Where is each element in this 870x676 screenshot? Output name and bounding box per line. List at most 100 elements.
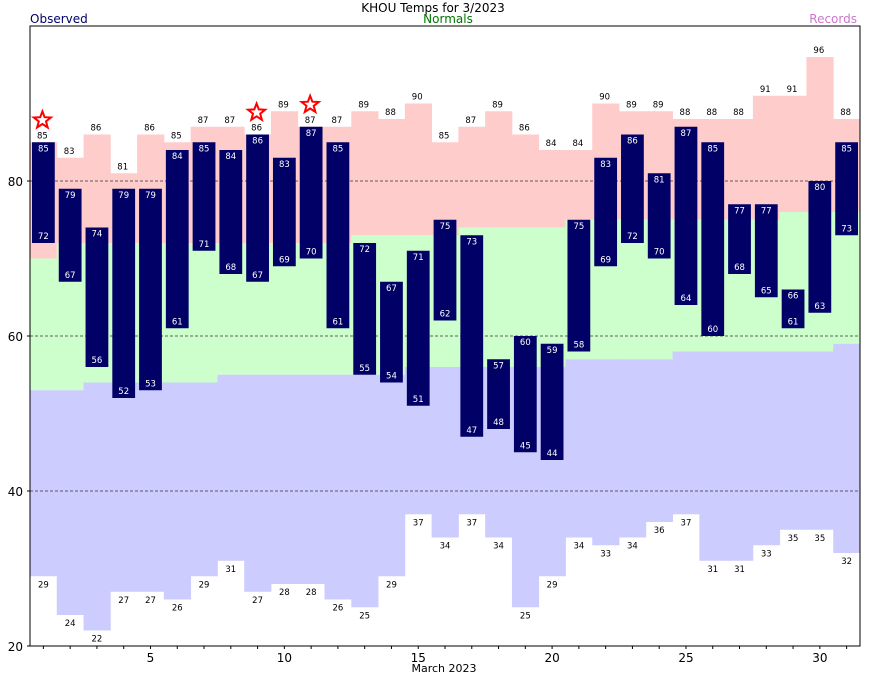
observed-low-label-day-28: 65 [761, 286, 772, 296]
record-high-label-day-4: 81 [117, 162, 128, 172]
observed-bar-day-10 [272, 157, 296, 267]
observed-low-label-day-29: 61 [788, 317, 799, 327]
record-high-band-day-27 [726, 119, 754, 220]
y-tick-label-40: 40 [8, 485, 23, 499]
record-low-label-day-21: 34 [573, 542, 584, 552]
x-tick-label-20: 20 [544, 651, 559, 665]
observed-bar-day-12 [326, 142, 350, 329]
observed-low-label-day-20: 44 [547, 449, 558, 459]
record-low-band-day-24 [645, 359, 673, 522]
record-high-label-day-15: 90 [412, 93, 423, 103]
record-high-label-day-11: 87 [305, 116, 316, 126]
y-tick-label-80: 80 [8, 175, 23, 189]
record-high-label-day-19: 86 [519, 124, 530, 134]
observed-high-label-day-10: 83 [279, 160, 290, 170]
record-high-label-day-31: 88 [840, 108, 851, 118]
observed-high-label-day-29: 66 [788, 292, 799, 302]
observed-low-label-day-8: 68 [225, 263, 236, 273]
x-tick-label-10: 10 [277, 651, 292, 665]
record-high-label-day-28: 91 [760, 85, 771, 95]
observed-high-label-day-16: 75 [440, 222, 451, 232]
record-high-label-day-17: 87 [465, 116, 476, 126]
record-high-star-day-11 [298, 92, 322, 115]
record-low-band-day-1 [30, 390, 58, 577]
observed-low-label-day-13: 55 [359, 364, 370, 374]
legend-records: Records [809, 12, 857, 26]
record-high-label-day-20: 84 [546, 139, 557, 149]
observed-bar-day-30 [808, 181, 832, 313]
x-tick-label-30: 30 [812, 651, 827, 665]
record-high-label-day-24: 89 [653, 100, 664, 110]
observed-low-label-day-1: 72 [38, 232, 49, 242]
observed-bar-day-23 [621, 134, 644, 243]
observed-high-label-day-31: 85 [841, 144, 852, 154]
record-low-label-day-5: 27 [145, 596, 156, 606]
record-low-label-day-26: 31 [707, 565, 718, 575]
observed-low-label-day-6: 61 [172, 317, 183, 327]
observed-low-label-day-30: 63 [814, 302, 825, 312]
record-low-band-day-11 [297, 374, 325, 584]
observed-bar-day-6 [165, 150, 189, 329]
normal-band-day-18 [485, 227, 513, 367]
observed-high-label-day-25: 87 [681, 129, 692, 139]
record-low-label-day-7: 29 [199, 580, 210, 590]
observed-high-label-day-9: 86 [252, 137, 263, 147]
record-high-label-day-22: 90 [599, 93, 610, 103]
record-low-label-day-18: 34 [493, 542, 504, 552]
observed-high-label-day-6: 84 [172, 152, 183, 162]
record-low-band-day-3 [83, 382, 111, 631]
record-low-label-day-4: 27 [118, 596, 129, 606]
chart-title: KHOU Temps for 3/2023 [361, 1, 505, 15]
observed-bar-day-2 [58, 188, 82, 282]
observed-high-label-day-3: 74 [92, 230, 103, 240]
record-low-label-day-23: 34 [627, 542, 638, 552]
record-high-label-day-23: 89 [626, 100, 637, 110]
observed-high-label-day-1: 85 [38, 144, 49, 154]
record-high-label-day-18: 89 [492, 100, 503, 110]
record-high-label-day-2: 83 [64, 147, 75, 157]
normal-band-day-29 [779, 212, 807, 352]
observed-bar-day-27 [728, 204, 751, 274]
observed-high-label-day-28: 77 [761, 206, 772, 216]
observed-low-label-day-9: 67 [252, 271, 263, 281]
record-high-band-day-14 [378, 119, 406, 236]
observed-bar-day-5 [139, 188, 162, 391]
observed-bar-day-16 [433, 219, 457, 321]
observed-bar-day-24 [647, 173, 671, 259]
record-high-label-day-29: 91 [787, 85, 798, 95]
observed-low-label-day-24: 70 [654, 248, 665, 258]
observed-high-label-day-26: 85 [707, 144, 718, 154]
record-low-band-day-21 [565, 359, 593, 538]
observed-bar-day-26 [701, 142, 725, 336]
observed-bar-day-17 [460, 235, 484, 437]
record-low-label-day-3: 22 [92, 635, 103, 645]
legend-normals: Normals [423, 12, 473, 26]
observed-bar-day-28 [754, 204, 778, 298]
record-low-label-day-30: 35 [814, 534, 825, 544]
observed-high-label-day-15: 71 [413, 253, 424, 263]
record-high-band-day-18 [485, 111, 513, 228]
normal-band-day-1 [30, 258, 58, 391]
record-low-band-day-10 [270, 374, 299, 584]
record-low-label-day-2: 24 [65, 619, 76, 629]
record-low-label-day-24: 36 [654, 526, 665, 536]
record-low-label-day-22: 33 [600, 549, 611, 559]
record-low-label-day-25: 37 [681, 518, 692, 528]
y-tick-label-20: 20 [8, 640, 23, 654]
observed-bar-day-11 [299, 126, 323, 259]
observed-low-label-day-10: 69 [279, 255, 290, 265]
record-low-band-day-25 [672, 351, 700, 515]
record-high-label-day-10: 89 [278, 100, 289, 110]
observed-low-label-day-15: 51 [413, 395, 424, 405]
record-high-label-day-3: 86 [91, 124, 102, 134]
observed-low-label-day-11: 70 [306, 248, 317, 258]
record-high-label-day-5: 86 [144, 124, 155, 134]
observed-bar-day-14 [380, 281, 403, 383]
observed-high-label-day-19: 60 [520, 338, 531, 348]
record-low-label-day-31: 32 [841, 557, 852, 567]
record-low-label-day-19: 25 [520, 611, 531, 621]
record-low-label-day-29: 35 [788, 534, 799, 544]
record-high-label-day-13: 89 [358, 100, 369, 110]
record-low-band-day-30 [806, 351, 834, 530]
x-tick-label-5: 5 [147, 651, 155, 665]
